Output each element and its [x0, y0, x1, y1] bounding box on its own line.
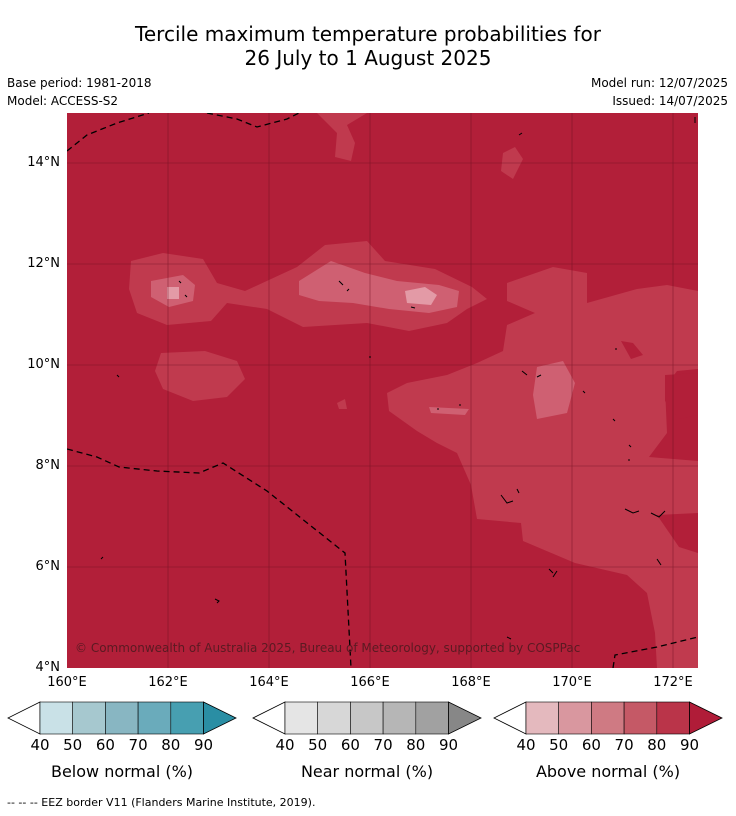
colorbar-above-normal	[493, 701, 723, 735]
colorbar-tick-label: 40	[30, 736, 50, 754]
contour-50-center	[405, 287, 437, 305]
x-tick-164e: 164°E	[249, 675, 289, 690]
colorbar-tick-label: 70	[373, 736, 393, 754]
colorbar-tick-label: 80	[647, 736, 667, 754]
colorbar-tick-label: 80	[406, 736, 426, 754]
above-normal-label: Above normal (%)	[535, 762, 681, 781]
colorbar-tick-label: 40	[516, 736, 536, 754]
y-tick-14n: 14°N	[27, 155, 60, 170]
y-tick-8n: 8°N	[35, 458, 61, 473]
colorbar-tick-label: 50	[308, 736, 328, 754]
x-tick-170e: 170°E	[552, 675, 592, 690]
y-tick-10n: 10°N	[27, 357, 60, 372]
base-period: Base period: 1981-2018	[7, 76, 152, 90]
meta-right: Model run: 12/07/2025 Issued: 14/07/2025	[591, 74, 728, 110]
probability-map: © Commonwealth of Australia 2025, Bureau…	[67, 113, 698, 668]
colorbar-swatch	[656, 701, 690, 735]
colorbar-tick-label: 70	[128, 736, 148, 754]
colorbar-swatch	[525, 701, 560, 735]
x-tick-172e: 172°E	[653, 675, 693, 690]
colorbar-swatch	[137, 701, 172, 735]
eez-footnote: -- -- -- EEZ border V11 (Flanders Marine…	[7, 796, 316, 809]
contour-70-islet	[337, 399, 347, 409]
colorbar-extend-low	[252, 701, 286, 735]
colorbar-swatch	[623, 701, 658, 735]
contour-60-east-small	[533, 361, 575, 419]
x-tick-162e: 162°E	[148, 675, 188, 690]
colorbar-tick-label: 90	[193, 736, 214, 754]
contour-80-pocket-c	[657, 513, 698, 553]
y-tick-12n: 12°N	[27, 256, 60, 271]
issued-date: Issued: 14/07/2025	[612, 94, 728, 108]
colorbar-extend-high	[203, 701, 237, 735]
colorbar-tick-label: 70	[614, 736, 634, 754]
x-tick-166e: 166°E	[350, 675, 390, 690]
y-tick-6n: 6°N	[35, 559, 61, 574]
colorbar-tick-label: 60	[581, 736, 601, 754]
colorbar-swatch	[170, 701, 204, 735]
contour-70-top	[317, 113, 367, 161]
colorbar-tick-label: 60	[340, 736, 360, 754]
colorbar-swatch	[105, 701, 139, 735]
colorbar-swatch	[382, 701, 417, 735]
colorbar-extend-high	[448, 701, 482, 735]
colorbar-extend-low	[493, 701, 527, 735]
colorbar-swatch	[350, 701, 384, 735]
title-line-2: 26 July to 1 August 2025	[244, 46, 492, 70]
colorbar-extend-high	[689, 701, 723, 735]
colorbar-below-normal	[7, 701, 237, 735]
colorbar-tick-label: 50	[549, 736, 569, 754]
x-tick-168e: 168°E	[451, 675, 491, 690]
colorbar-tick-label: 90	[438, 736, 459, 754]
colorbar-swatch	[317, 701, 351, 735]
model-run: Model run: 12/07/2025	[590, 76, 728, 90]
colorbar-swatch	[558, 701, 592, 735]
meta-left: Base period: 1981-2018 Model: ACCESS-S2	[7, 74, 152, 110]
eez-borders	[67, 113, 698, 668]
near-normal-label: Near normal (%)	[300, 762, 434, 781]
colorbar-swatch	[284, 701, 319, 735]
copyright-text: © Commonwealth of Australia 2025, Bureau…	[75, 641, 580, 655]
colorbar-tick-label: 80	[161, 736, 181, 754]
colorbar-swatch	[39, 701, 74, 735]
colorbar-tick-label: 50	[63, 736, 83, 754]
colorbar-near-normal	[252, 701, 482, 735]
island-outlines	[100, 117, 696, 640]
colorbar-extend-low	[7, 701, 41, 735]
y-tick-4n: 4°N	[35, 660, 61, 675]
contour-50-west	[167, 287, 179, 299]
colorbar-swatch	[591, 701, 625, 735]
contour-70-east-blob	[387, 267, 698, 668]
contour-70-southwest	[155, 351, 245, 401]
colorbar-swatch	[415, 701, 449, 735]
colorbar-tick-label: 60	[95, 736, 115, 754]
colorbar-tick-label: 40	[275, 736, 295, 754]
lat-lon-grid	[67, 113, 698, 668]
map-title: Tercile maximum temperature probabilitie…	[0, 22, 736, 70]
title-line-1: Tercile maximum temperature probabilitie…	[135, 22, 601, 46]
x-tick-160e: 160°E	[47, 675, 87, 690]
contour-80-pocket-b	[621, 341, 643, 359]
colorbar-swatch	[72, 701, 106, 735]
model-name: Model: ACCESS-S2	[7, 94, 119, 108]
below-normal-label: Below normal (%)	[50, 762, 194, 781]
colorbar-tick-label: 90	[679, 736, 700, 754]
